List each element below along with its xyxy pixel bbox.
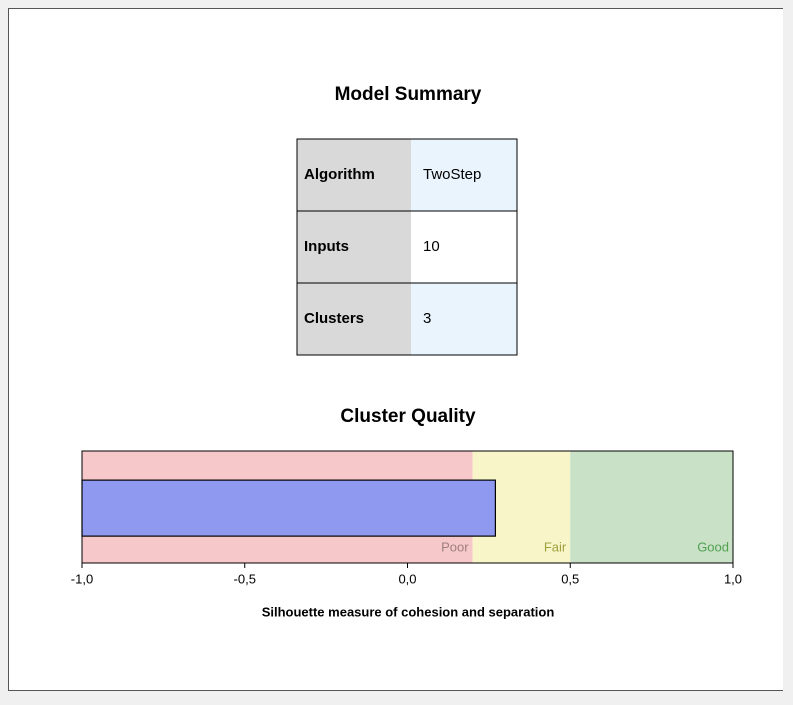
- row-label: Algorithm: [304, 166, 375, 183]
- x-tick-label: -1,0: [71, 571, 93, 586]
- x-axis-label: Silhouette measure of cohesion and separ…: [262, 604, 555, 619]
- band-label: Poor: [441, 539, 469, 554]
- bar: [81, 479, 496, 537]
- x-tick-label: 1,0: [724, 571, 742, 586]
- x-tick-label: 0,0: [398, 571, 416, 586]
- table-border: [296, 138, 518, 356]
- table-title: Model Summary: [335, 84, 482, 105]
- quality-band: [570, 451, 733, 563]
- x-tick-label: -0,5: [234, 571, 256, 586]
- row-value: 3: [423, 310, 431, 327]
- label-cell: [297, 139, 411, 211]
- row-value: 10: [423, 238, 440, 255]
- row-value: TwoStep: [423, 166, 481, 183]
- row-label: Clusters: [304, 310, 364, 327]
- value-cell: [411, 139, 517, 211]
- chart-title: Cluster Quality: [340, 406, 476, 427]
- label-cell: [297, 211, 411, 283]
- band-label: Good: [697, 539, 729, 554]
- row-label: Inputs: [304, 238, 349, 255]
- label-cell: [297, 283, 411, 355]
- value-cell: [411, 211, 517, 283]
- x-tick-label: 0,5: [561, 571, 579, 586]
- value-cell: [411, 283, 517, 355]
- band-label: Fair: [544, 539, 567, 554]
